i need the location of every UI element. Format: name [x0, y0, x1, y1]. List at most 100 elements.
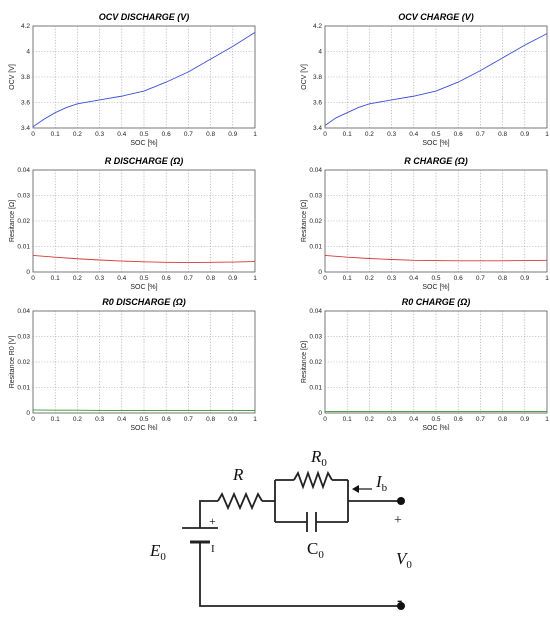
- y-tick-label: 4.2: [313, 23, 322, 30]
- x-tick-label: 0.2: [73, 416, 82, 423]
- y-tick-label: 0.01: [309, 385, 322, 392]
- negative-terminal-sign: -: [397, 592, 402, 609]
- series-line: [32, 409, 255, 411]
- chart-title: OCV DISCHARGE (V): [99, 12, 190, 22]
- x-tick-label: 0.3: [387, 416, 396, 423]
- resistor-r: [217, 491, 263, 511]
- x-tick-label: 0.1: [51, 131, 60, 138]
- y-tick-label: 3.8: [313, 74, 322, 81]
- battery-plus-sign: +: [209, 514, 216, 528]
- x-tick-label: 0.7: [476, 275, 485, 282]
- chart-title: R0 CHARGE (Ω): [402, 297, 471, 307]
- y-tick-label: 4.2: [21, 23, 30, 30]
- y-tick-label: 0.03: [17, 334, 30, 341]
- x-tick-label: 1: [253, 275, 257, 282]
- x-tick-label: 1: [545, 131, 549, 138]
- x-tick-label: 0.4: [409, 275, 418, 282]
- resistor-r0: [293, 470, 333, 490]
- y-tick-label: 4: [318, 49, 322, 56]
- x-tick-label: 0.6: [162, 131, 171, 138]
- chart-ocv-charge: 0 0.1 0.2 0.3 0.4 0.5 0.6 0.7 0.8 0.9 1 3.4 3.6 3.8 4 4…: [301, 12, 549, 147]
- x-tick-label: 0.3: [387, 131, 396, 138]
- y-tick-label: 3.4: [313, 125, 322, 132]
- series-line: [32, 31, 256, 128]
- x-axis-label: SOC [%]: [130, 140, 157, 147]
- x-tick-label: 1: [253, 131, 257, 138]
- x-tick-label: 0.8: [498, 416, 507, 423]
- y-tick-label: 0: [318, 269, 322, 276]
- x-tick-label: 0.2: [73, 131, 82, 138]
- y-tick-label: 0: [26, 410, 30, 417]
- x-tick-label: 0.9: [520, 275, 529, 282]
- equivalent-circuit-diagram: R R0 C0 Ib E0 V0 + I + -: [149, 447, 412, 610]
- y-tick-label: 0.04: [17, 167, 30, 174]
- label-c0: C0: [307, 539, 324, 561]
- y-tick-label: 0.02: [17, 359, 30, 366]
- x-tick-label: 0.9: [520, 416, 529, 423]
- label-v0: V0: [396, 549, 412, 571]
- x-tick-label: 0.1: [343, 131, 352, 138]
- x-tick-label: 0: [31, 131, 35, 138]
- x-tick-label: 0.8: [206, 275, 215, 282]
- x-tick-label: 0.4: [117, 131, 126, 138]
- current-arrow-head: [352, 485, 359, 493]
- x-tick-label: 0: [31, 275, 35, 282]
- positive-terminal-sign: +: [394, 513, 402, 528]
- chart-r0-charge: 0 0.1 0.2 0.3 0.4 0.5 0.6 0.7 0.8 0.9 1 0 0.01 0.02 0.…: [301, 297, 549, 430]
- x-tick-label: 0.9: [520, 131, 529, 138]
- x-tick-label: 0.3: [95, 275, 104, 282]
- x-tick-label: 0.5: [139, 416, 148, 423]
- y-tick-label: 3.4: [21, 125, 30, 132]
- y-tick-label: 0.04: [309, 308, 322, 315]
- y-tick-label: 0.04: [17, 308, 30, 315]
- x-axis-label: SOC [%]: [130, 284, 157, 291]
- chart-r-charge: 0 0.1 0.2 0.3 0.4 0.5 0.6 0.7 0.8 0.9 1 0 0.01 0.02 0.…: [301, 156, 549, 291]
- y-tick-label: 0.01: [17, 385, 30, 392]
- x-tick-label: 1: [253, 416, 257, 423]
- x-axis-label: SOC [%]: [422, 284, 449, 291]
- x-tick-label: 0.2: [365, 275, 374, 282]
- x-tick-label: 0.7: [476, 416, 485, 423]
- x-tick-label: 0.9: [228, 131, 237, 138]
- y-tick-label: 4: [26, 49, 30, 56]
- x-tick-label: 0.5: [431, 131, 440, 138]
- y-tick-label: 0.03: [17, 193, 30, 200]
- series-line: [324, 254, 548, 262]
- y-tick-label: 0: [318, 410, 322, 417]
- chart-ocv-discharge: 0 0.1 0.2 0.3 0.4 0.5 0.6 0.7 0.8 0.9 1 3.4 3.6 3.8 4 4…: [9, 12, 257, 147]
- x-axis-label: SOC [%]: [130, 425, 157, 430]
- x-tick-label: 0.5: [139, 131, 148, 138]
- x-tick-label: 0.6: [162, 275, 171, 282]
- label-ib: Ib: [375, 472, 388, 494]
- chart-r-discharge: 0 0.1 0.2 0.3 0.4 0.5 0.6 0.7 0.8 0.9 1 0 0.01 0.02 0.…: [9, 156, 257, 291]
- x-tick-label: 0.6: [454, 275, 463, 282]
- wire-left-bottom: [199, 542, 398, 607]
- wire-left-top: [199, 500, 218, 528]
- y-tick-label: 3.6: [313, 100, 322, 107]
- label-r: R: [232, 465, 244, 484]
- y-axis-label: Resitance [Ω]: [301, 341, 308, 383]
- y-tick-label: 0.04: [309, 167, 322, 174]
- x-tick-label: 0.8: [498, 275, 507, 282]
- x-tick-label: 0.7: [184, 131, 193, 138]
- chart-title: OCV CHARGE (V): [398, 12, 474, 22]
- battery-minus-sign: I: [211, 543, 215, 555]
- label-r0: R0: [310, 447, 327, 469]
- x-tick-label: 1: [545, 275, 549, 282]
- y-axis-label: Resitance R0 [V]: [9, 336, 16, 389]
- chart-title: R DISCHARGE (Ω): [105, 156, 184, 166]
- chart-title: R0 DISCHARGE (Ω): [102, 297, 186, 307]
- y-axis-label: OCV [V]: [9, 64, 16, 90]
- y-axis-label: OCV [V]: [301, 64, 308, 90]
- x-tick-label: 0.1: [51, 416, 60, 423]
- x-tick-label: 0.5: [431, 275, 440, 282]
- x-tick-label: 0.2: [365, 416, 374, 423]
- x-tick-label: 0.6: [454, 131, 463, 138]
- y-tick-label: 0.01: [17, 244, 30, 251]
- x-tick-label: 0.2: [73, 275, 82, 282]
- y-axis-label: Resitance [Ω]: [301, 200, 308, 242]
- x-tick-label: 0.3: [95, 416, 104, 423]
- x-tick-label: 0.6: [454, 416, 463, 423]
- x-tick-label: 0.8: [498, 131, 507, 138]
- chart-title: R CHARGE (Ω): [404, 156, 468, 166]
